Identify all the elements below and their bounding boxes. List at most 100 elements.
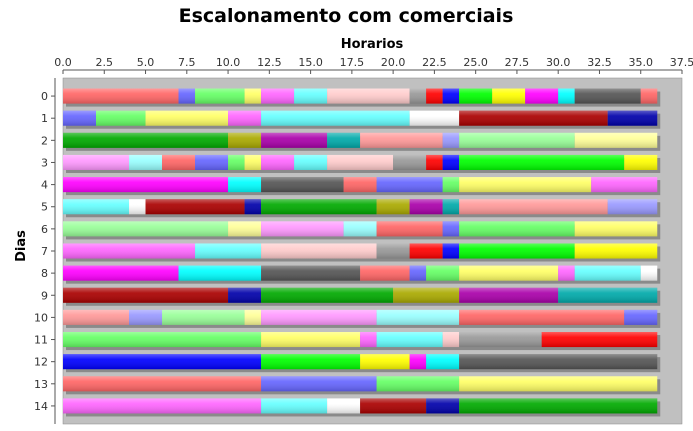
bar-segment-shade bbox=[360, 265, 410, 281]
bar-row-day-4 bbox=[63, 177, 661, 196]
bar-segment-shade bbox=[426, 154, 443, 170]
bar-segment-shade bbox=[525, 88, 559, 104]
bar-segment-shade bbox=[63, 309, 130, 325]
bar-segment-shade bbox=[261, 243, 377, 259]
bar-segment-shade bbox=[327, 398, 361, 414]
y-tick-label: 7 bbox=[41, 245, 48, 258]
y-tick-label: 10 bbox=[34, 311, 48, 324]
bar-segment-shade bbox=[426, 398, 460, 414]
bar-segment-shade bbox=[360, 132, 443, 148]
bar-segment-shade bbox=[195, 154, 229, 170]
bar-segment-shade bbox=[640, 88, 658, 104]
bar-segment-shade bbox=[261, 287, 394, 303]
y-tick-label: 12 bbox=[34, 356, 48, 369]
bar-segment-shade bbox=[426, 265, 460, 281]
y-tick-label: 8 bbox=[41, 267, 48, 280]
bar-segment-shade bbox=[442, 332, 460, 348]
bar-segment-shade bbox=[261, 154, 295, 170]
bar-segment-shade bbox=[459, 398, 658, 414]
bar-segment-shade bbox=[640, 265, 658, 281]
bar-row-day-9 bbox=[63, 287, 661, 306]
x-tick-label: 2.5 bbox=[96, 56, 114, 69]
bar-segment-shade bbox=[261, 88, 295, 104]
bar-segment-shade bbox=[360, 354, 410, 370]
bar-row-day-11 bbox=[63, 332, 661, 351]
y-tick-label: 14 bbox=[34, 400, 48, 413]
bar-segment-shade bbox=[244, 154, 262, 170]
bar-segment-shade bbox=[607, 199, 658, 215]
bar-segment-shade bbox=[459, 354, 658, 370]
bar-segment-shade bbox=[261, 177, 344, 193]
bar-segment-shade bbox=[376, 243, 410, 259]
bar-row-day-14 bbox=[63, 398, 661, 417]
bar-segment-shade bbox=[228, 177, 262, 193]
bar-segment-shade bbox=[442, 132, 460, 148]
x-tick-label: 10.0 bbox=[216, 56, 241, 69]
x-tick-label: 30.0 bbox=[546, 56, 571, 69]
x-tick-label: 7.5 bbox=[178, 56, 196, 69]
bar-segment-shade bbox=[129, 309, 163, 325]
bar-segment-shade bbox=[195, 243, 262, 259]
bar-segment-shade bbox=[607, 110, 658, 126]
bar-segment-shade bbox=[442, 221, 460, 237]
bar-segment-shade bbox=[63, 199, 130, 215]
y-tick-label: 4 bbox=[41, 179, 48, 192]
bar-row-day-12 bbox=[63, 354, 661, 373]
bar-segment-shade bbox=[459, 376, 658, 392]
y-tick-label: 2 bbox=[41, 134, 48, 147]
bar-segment-shade bbox=[228, 287, 262, 303]
bar-segment-shade bbox=[327, 154, 394, 170]
bar-segment-shade bbox=[459, 110, 608, 126]
bar-segment-shade bbox=[459, 243, 575, 259]
bar-segment-shade bbox=[376, 309, 460, 325]
bar-segment-shade bbox=[63, 154, 130, 170]
bar-row-day-10 bbox=[63, 309, 661, 328]
bar-segment-shade bbox=[327, 88, 410, 104]
bar-segment-shade bbox=[376, 376, 460, 392]
bar-segment-shade bbox=[574, 132, 658, 148]
x-tick-label: 27.5 bbox=[505, 56, 530, 69]
bar-segment-shade bbox=[261, 354, 361, 370]
bar-segment-shade bbox=[129, 154, 163, 170]
bar-segment-shade bbox=[459, 199, 608, 215]
bar-segment-shade bbox=[459, 132, 575, 148]
bar-segment-shade bbox=[261, 376, 377, 392]
bar-segment-shade bbox=[409, 243, 443, 259]
bar-row-day-0 bbox=[63, 88, 661, 107]
bar-segment-shade bbox=[63, 354, 262, 370]
bar-segment-shade bbox=[343, 177, 377, 193]
y-tick-label: 6 bbox=[41, 223, 48, 236]
bar-row-day-1 bbox=[63, 110, 661, 129]
bar-segment-shade bbox=[261, 199, 377, 215]
bar-row-day-5 bbox=[63, 199, 661, 218]
bar-segment-shade bbox=[63, 398, 262, 414]
y-tick-label: 9 bbox=[41, 289, 48, 302]
bar-segment-shade bbox=[574, 265, 641, 281]
x-tick-label: 12.5 bbox=[257, 56, 282, 69]
bar-segment-shade bbox=[459, 309, 625, 325]
bar-segment-shade bbox=[459, 177, 592, 193]
bar-segment-shade bbox=[459, 332, 542, 348]
bar-segment-shade bbox=[459, 154, 625, 170]
bar-segment-shade bbox=[327, 132, 361, 148]
bar-segment-shade bbox=[63, 177, 229, 193]
bar-segment-shade bbox=[442, 243, 460, 259]
bar-segment-shade bbox=[624, 309, 658, 325]
bar-segment-shade bbox=[162, 309, 245, 325]
bar-segment-shade bbox=[541, 332, 658, 348]
x-tick-label: 25.0 bbox=[463, 56, 488, 69]
bar-segment-shade bbox=[459, 265, 559, 281]
bar-segment-shade bbox=[244, 199, 262, 215]
x-tick-label: 15.0 bbox=[298, 56, 323, 69]
bar-segment-shade bbox=[442, 177, 460, 193]
bar-row-day-13 bbox=[63, 376, 661, 395]
x-tick-label: 35.0 bbox=[628, 56, 653, 69]
bar-segment-shade bbox=[129, 199, 146, 215]
bar-segment-shade bbox=[261, 132, 328, 148]
bar-segment-shade bbox=[63, 110, 97, 126]
bar-segment-shade bbox=[145, 199, 245, 215]
bar-segment-shade bbox=[63, 221, 229, 237]
bar-segment-shade bbox=[261, 398, 328, 414]
